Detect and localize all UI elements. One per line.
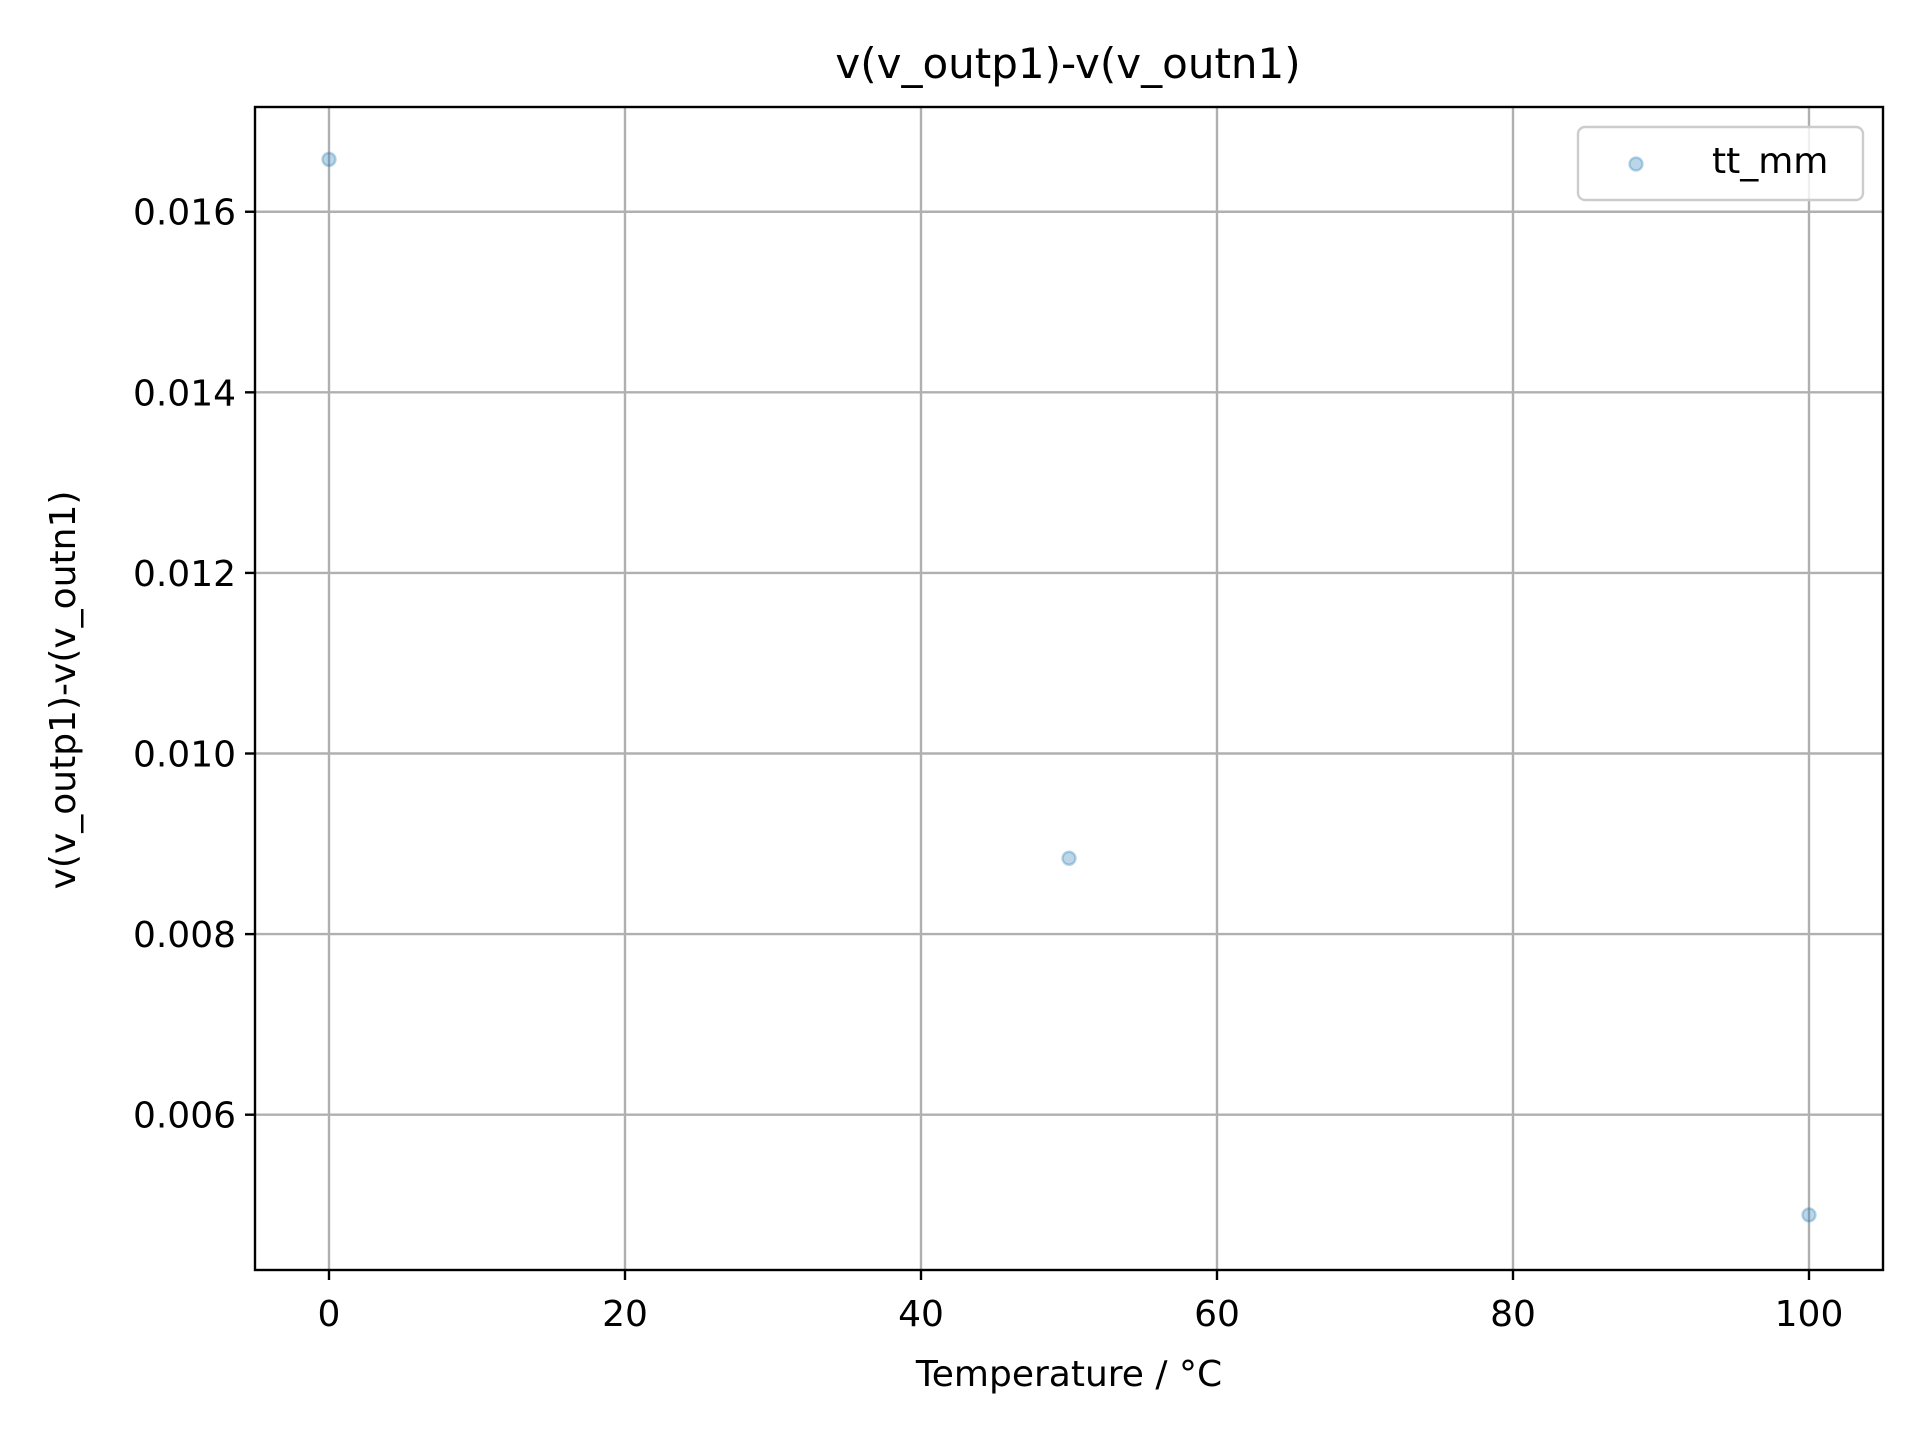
- legend-box: [1576, 125, 1865, 202]
- y-tick-label: 0.014: [133, 373, 236, 414]
- plot-frame: [253, 105, 1885, 1272]
- legend-label: tt_mm: [1712, 141, 1828, 182]
- x-tick-label: 40: [898, 1294, 944, 1335]
- y-tick-label: 0.006: [133, 1096, 236, 1137]
- data-point: [1061, 850, 1077, 866]
- y-tick-label: 0.010: [133, 735, 236, 776]
- y-axis-ticks: 0.006 0.008 0.010 0.012 0.014 0.016: [133, 193, 255, 1137]
- x-axis-label: Temperature / °C: [915, 1354, 1222, 1395]
- legend: tt_mm: [1576, 125, 1865, 202]
- legend-marker: [1628, 156, 1644, 172]
- y-axis-label: v(v_outp1)-v(v_outn1): [43, 491, 84, 890]
- x-tick-label: 0: [318, 1294, 341, 1335]
- x-tick-label: 20: [602, 1294, 648, 1335]
- x-axis-ticks: 0 20 40 60 80 100: [318, 1270, 1844, 1335]
- x-tick-label: 60: [1194, 1294, 1240, 1335]
- y-tick-label: 0.012: [133, 554, 236, 595]
- x-tick-label: 80: [1490, 1294, 1536, 1335]
- chart-title: v(v_outp1)-v(v_outn1): [835, 39, 1300, 88]
- data-point: [1801, 1207, 1817, 1223]
- data-points: [321, 151, 1817, 1223]
- grid-lines: [255, 107, 1883, 1270]
- y-tick-label: 0.008: [133, 915, 236, 956]
- data-point: [321, 151, 337, 168]
- y-tick-label: 0.016: [133, 193, 236, 234]
- x-tick-label: 100: [1775, 1294, 1844, 1335]
